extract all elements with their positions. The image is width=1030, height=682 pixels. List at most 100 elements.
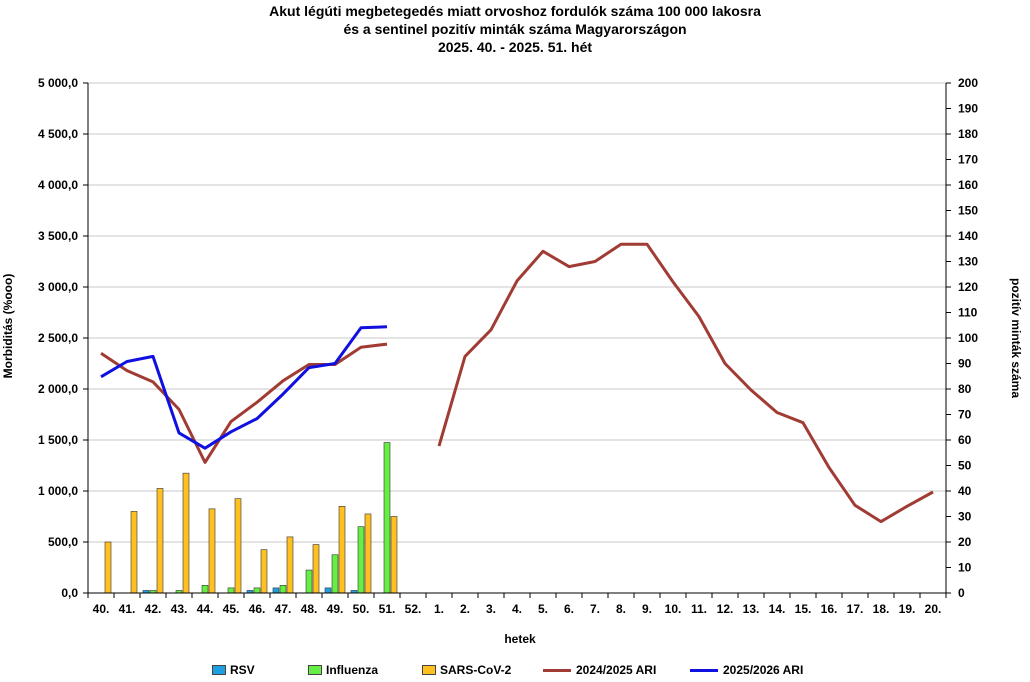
right-tick-label: 140 bbox=[958, 229, 978, 243]
legend-item-2024-2025-ari: 2024/2025 ARI bbox=[543, 660, 656, 680]
bar-influenza bbox=[279, 585, 287, 594]
x-tick-label: 8. bbox=[616, 602, 626, 616]
x-tick-label: 51. bbox=[379, 602, 396, 616]
right-tick-label: 130 bbox=[958, 255, 978, 269]
x-tick-label: 3. bbox=[486, 602, 496, 616]
right-tick-label: 180 bbox=[958, 127, 978, 141]
bar-influenza bbox=[253, 587, 261, 594]
right-tick-label: 170 bbox=[958, 153, 978, 167]
x-tick-label: 47. bbox=[275, 602, 292, 616]
right-tick-label: 150 bbox=[958, 204, 978, 218]
bar-influenza bbox=[201, 585, 209, 594]
legend-line-2024-2025-ari bbox=[543, 668, 571, 672]
right-tick-label: 200 bbox=[958, 76, 978, 90]
x-tick-label: 5. bbox=[538, 602, 548, 616]
x-tick-label: 13. bbox=[743, 602, 760, 616]
grid-lines bbox=[88, 82, 946, 543]
x-axis-ticks: 40. 41. 42. 43. 44. 45. 46. 47. 48. 49. 50. 51. 52. 1… bbox=[93, 602, 942, 616]
x-tick-label: 1. bbox=[434, 602, 444, 616]
right-tick-label: 80 bbox=[958, 382, 972, 396]
x-tick-label: 50. bbox=[353, 602, 370, 616]
bar-sars-cov-2 bbox=[338, 505, 346, 594]
legend: RSV Influenza SARS-CoV-2 2024/2025 ARI 2… bbox=[0, 660, 1030, 680]
x-tick-label: 48. bbox=[301, 602, 318, 616]
line-2024-2025-ari bbox=[437, 242, 934, 524]
left-tick-label: 5 000,0 bbox=[38, 76, 78, 90]
legend-item-influenza: Influenza bbox=[308, 660, 378, 680]
bar-sars-cov-2 bbox=[364, 513, 372, 594]
left-tick-label: 4 000,0 bbox=[38, 178, 78, 192]
left-tick-label: 0,0 bbox=[61, 586, 78, 600]
legend-swatch-influenza bbox=[308, 665, 322, 675]
bar-influenza bbox=[305, 569, 313, 594]
x-tick-label: 49. bbox=[327, 602, 344, 616]
x-tick-label: 42. bbox=[145, 602, 162, 616]
left-tick-label: 2 500,0 bbox=[38, 331, 78, 345]
left-tick-label: 2 000,0 bbox=[38, 382, 78, 396]
x-tick-label: 43. bbox=[171, 602, 188, 616]
right-tick-label: 30 bbox=[958, 510, 972, 524]
x-tick-label: 40. bbox=[93, 602, 110, 616]
line-series bbox=[100, 242, 934, 524]
x-tick-label: 11. bbox=[691, 602, 707, 616]
right-tick-label: 70 bbox=[958, 408, 972, 422]
bar-sars-cov-2 bbox=[104, 541, 112, 594]
right-tick-label: 120 bbox=[958, 280, 978, 294]
x-tick-label: 45. bbox=[223, 602, 240, 616]
bar-influenza bbox=[357, 526, 365, 594]
bar-sars-cov-2 bbox=[234, 498, 242, 594]
legend-item-sars-cov-2: SARS-CoV-2 bbox=[422, 660, 511, 680]
legend-line-2025-2026-ari bbox=[690, 668, 718, 672]
x-tick-label: 12. bbox=[717, 602, 734, 616]
bar-sars-cov-2 bbox=[286, 536, 294, 594]
bar-rsv bbox=[272, 587, 280, 594]
x-tick-label: 15. bbox=[795, 602, 812, 616]
bar-influenza bbox=[227, 587, 235, 594]
legend-item-rsv: RSV bbox=[212, 660, 255, 680]
bar-sars-cov-2 bbox=[260, 549, 268, 594]
left-tick-label: 1 000,0 bbox=[38, 484, 78, 498]
x-tick-label: 20. bbox=[925, 602, 942, 616]
bar-influenza bbox=[331, 554, 339, 594]
chart-title-line-3: 2025. 40. - 2025. 51. hét bbox=[437, 39, 593, 55]
x-tick-label: 10. bbox=[665, 602, 682, 616]
x-tick-label: 7. bbox=[590, 602, 600, 616]
right-axis-ticks: 0 10 20 30 40 50 60 70 80 90 100 110 120 130 140 150 160… bbox=[958, 76, 978, 600]
line-2024-2025-ari bbox=[100, 342, 388, 464]
bar-sars-cov-2 bbox=[312, 544, 320, 594]
right-tick-label: 20 bbox=[958, 535, 972, 549]
legend-label-2024-2025-ari: 2024/2025 ARI bbox=[576, 663, 657, 677]
x-tick-label: 46. bbox=[249, 602, 266, 616]
x-tick-label: 9. bbox=[642, 602, 652, 616]
bar-sars-cov-2 bbox=[130, 511, 138, 594]
chart-title: Akut légúti megbetegedés miatt orvoshoz … bbox=[0, 2, 1030, 56]
x-tick-label: 6. bbox=[564, 602, 574, 616]
right-tick-label: 100 bbox=[958, 331, 978, 345]
legend-label-influenza: Influenza bbox=[326, 663, 379, 677]
bar-rsv bbox=[324, 587, 332, 594]
legend-label-sars-cov-2: SARS-CoV-2 bbox=[440, 663, 512, 677]
right-tick-label: 0 bbox=[958, 586, 965, 600]
right-tick-label: 160 bbox=[958, 178, 978, 192]
right-axis-label: pozitív minták száma bbox=[1009, 278, 1023, 398]
left-axis-ticks: 0,0 500,0 1 000,0 1 500,0 2 000,0 2 500,0 3 00… bbox=[38, 76, 78, 600]
legend-swatch-sars-cov-2 bbox=[422, 665, 436, 675]
right-tick-label: 110 bbox=[958, 306, 978, 320]
x-tick-label: 44. bbox=[197, 602, 214, 616]
chart-title-line-1: Akut légúti megbetegedés miatt orvoshoz … bbox=[269, 3, 761, 19]
right-tick-label: 190 bbox=[958, 102, 978, 116]
x-tick-label: 19. bbox=[899, 602, 916, 616]
axes bbox=[83, 82, 951, 598]
left-tick-label: 500,0 bbox=[48, 535, 78, 549]
legend-item-2025-2026-ari: 2025/2026 ARI bbox=[690, 660, 803, 680]
bar-sars-cov-2 bbox=[208, 508, 216, 594]
line-2025-2026-ari bbox=[100, 325, 388, 450]
x-tick-label: 17. bbox=[847, 602, 864, 616]
legend-label-2025-2026-ari: 2025/2026 ARI bbox=[723, 663, 804, 677]
x-tick-label: 4. bbox=[512, 602, 522, 616]
left-tick-label: 4 500,0 bbox=[38, 127, 78, 141]
left-axis-label: Morbiditás (%ooo) bbox=[1, 274, 15, 379]
left-tick-label: 3 500,0 bbox=[38, 229, 78, 243]
right-tick-label: 50 bbox=[958, 459, 972, 473]
x-tick-label: 18. bbox=[873, 602, 890, 616]
